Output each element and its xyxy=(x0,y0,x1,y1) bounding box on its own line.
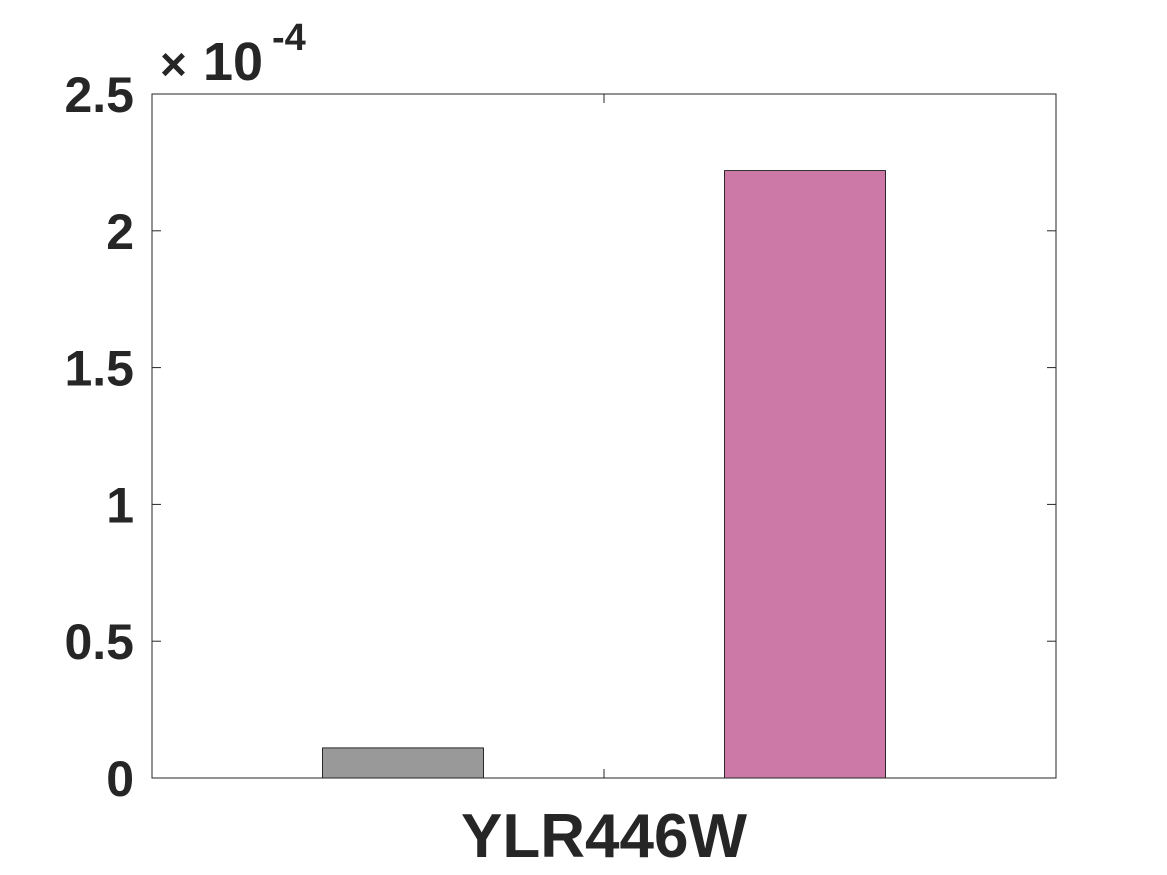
bar-series-1 xyxy=(322,747,484,779)
y-tick-label: 0.5 xyxy=(64,614,134,670)
scale-factor-base: 10 xyxy=(203,32,263,92)
scale-factor-exponent: -4 xyxy=(272,17,306,59)
y-tick-label: 2.5 xyxy=(64,67,134,123)
y-tick-label: 2 xyxy=(106,204,134,260)
plot-area-background xyxy=(152,94,1056,778)
y-tick-label: 1.5 xyxy=(64,341,134,397)
x-tick-label: YLR446W xyxy=(461,802,747,871)
y-tick-label: 1 xyxy=(106,477,134,533)
scale-factor-symbol: × xyxy=(160,38,187,90)
y-tick-label: 0 xyxy=(106,751,134,807)
axes-box xyxy=(151,93,1057,779)
bars xyxy=(322,170,886,779)
scale-factor: × 10 -4 xyxy=(160,17,306,92)
bar-series-2 xyxy=(724,170,886,779)
y-tick-labels: 0 0.5 1 1.5 2 2.5 xyxy=(64,67,134,807)
